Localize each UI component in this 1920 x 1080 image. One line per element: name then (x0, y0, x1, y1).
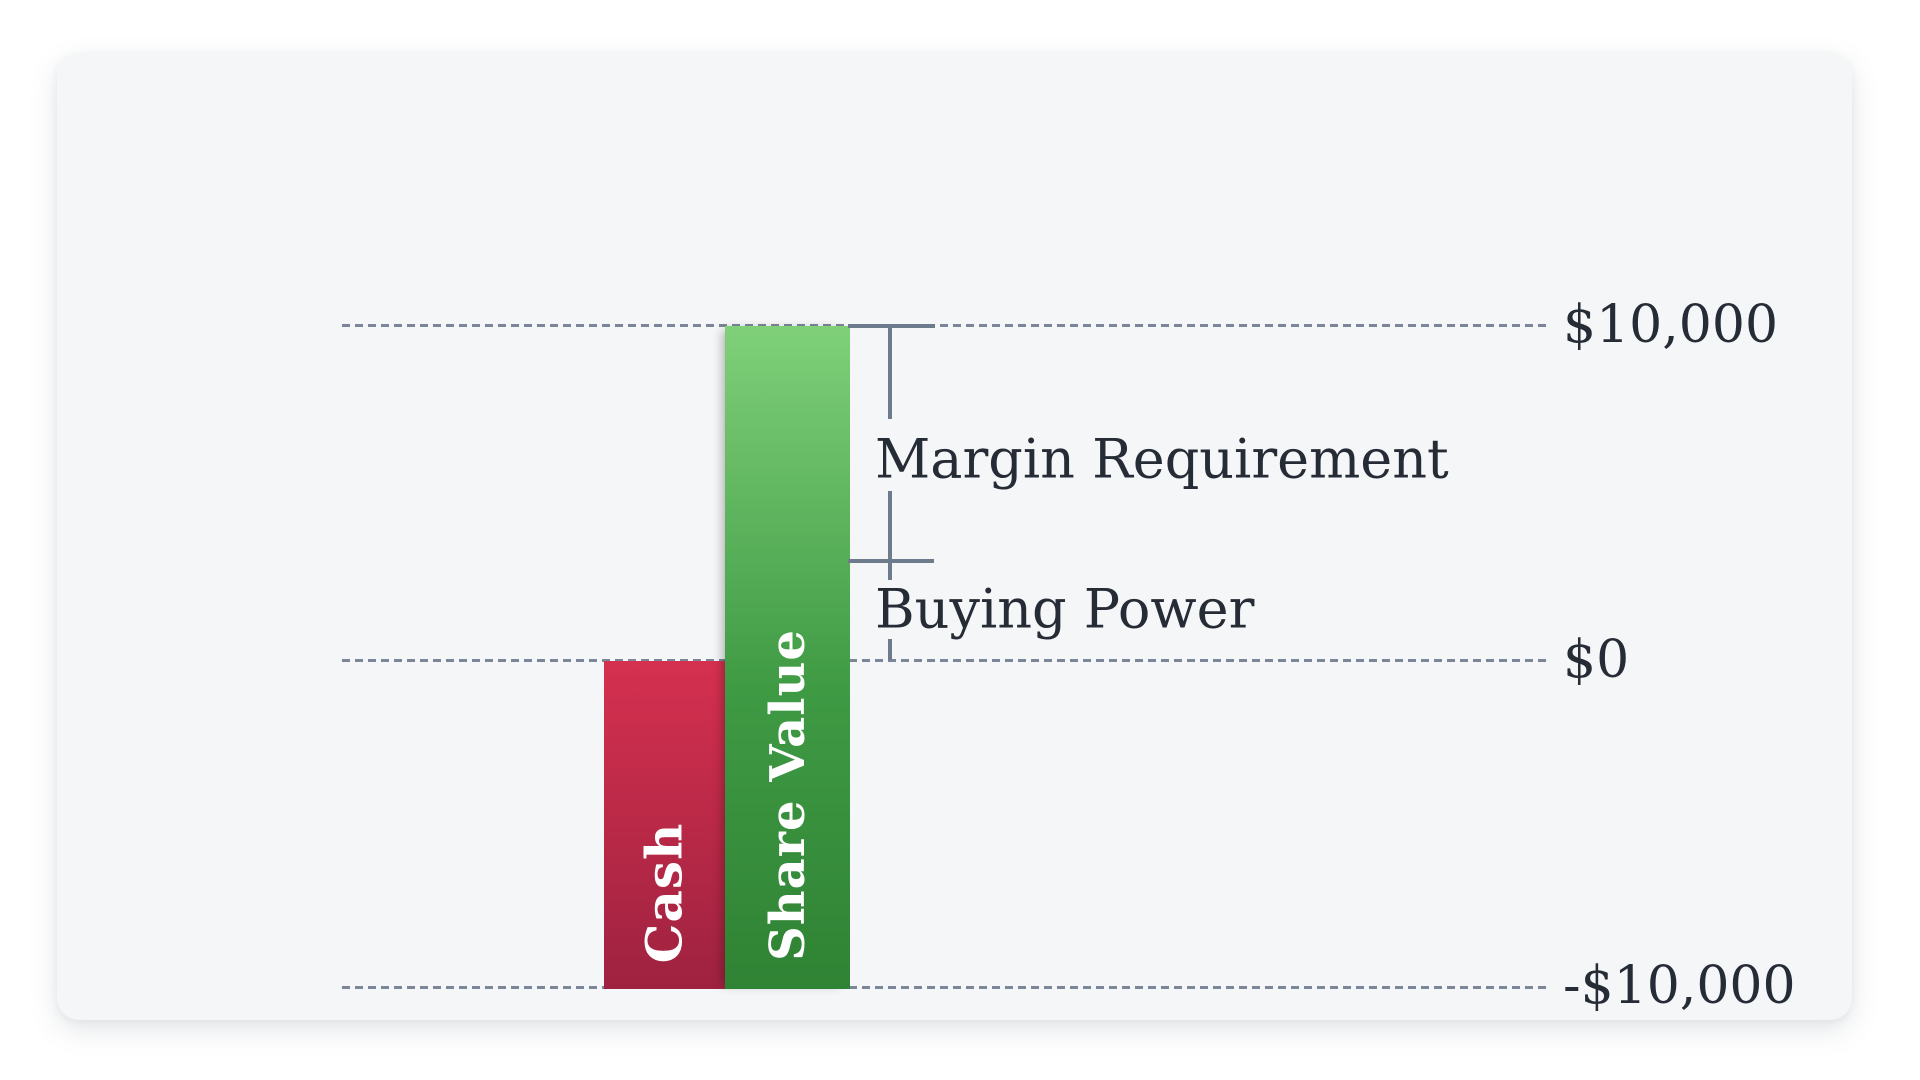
gridline-zero (342, 659, 1547, 662)
axis-label-neg-10000: -$10,000 (1563, 956, 1796, 1016)
margin-requirement-label: Margin Requirement (875, 427, 1449, 491)
gridline-10000 (342, 324, 1547, 327)
dimension-tick-middle (848, 559, 934, 563)
axis-label-zero: $0 (1563, 630, 1630, 690)
axis-label-10000: $10,000 (1563, 295, 1779, 355)
cash-bar-label: Cash (634, 822, 694, 964)
share-value-bar (725, 326, 850, 989)
gridline-neg-10000 (342, 986, 1547, 989)
dimension-line-upper (888, 326, 892, 419)
buying-power-label: Buying Power (875, 577, 1255, 641)
dimension-line-middle (888, 491, 892, 580)
chart-card: $10,000 $0 -$10,000 Cash Share Value Mar… (57, 53, 1852, 1020)
share-value-bar-label: Share Value (760, 629, 816, 961)
cash-bar (604, 661, 725, 989)
dimension-line-lower (888, 639, 892, 660)
